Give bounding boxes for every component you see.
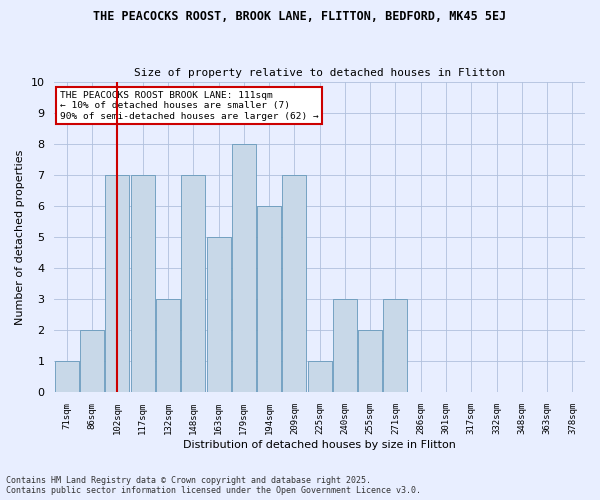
- Bar: [358, 330, 382, 392]
- Text: THE PEACOCKS ROOST, BROOK LANE, FLITTON, BEDFORD, MK45 5EJ: THE PEACOCKS ROOST, BROOK LANE, FLITTON,…: [94, 10, 506, 23]
- Bar: [232, 144, 256, 392]
- Bar: [333, 299, 357, 392]
- Y-axis label: Number of detached properties: Number of detached properties: [15, 150, 25, 324]
- Bar: [106, 175, 130, 392]
- Bar: [257, 206, 281, 392]
- Bar: [55, 362, 79, 392]
- Title: Size of property relative to detached houses in Flitton: Size of property relative to detached ho…: [134, 68, 505, 78]
- Bar: [80, 330, 104, 392]
- Bar: [131, 175, 155, 392]
- Bar: [308, 362, 332, 392]
- Bar: [181, 175, 205, 392]
- Text: THE PEACOCKS ROOST BROOK LANE: 111sqm
← 10% of detached houses are smaller (7)
9: THE PEACOCKS ROOST BROOK LANE: 111sqm ← …: [59, 91, 319, 120]
- Bar: [383, 299, 407, 392]
- X-axis label: Distribution of detached houses by size in Flitton: Distribution of detached houses by size …: [183, 440, 456, 450]
- Text: Contains HM Land Registry data © Crown copyright and database right 2025.
Contai: Contains HM Land Registry data © Crown c…: [6, 476, 421, 495]
- Bar: [283, 175, 307, 392]
- Bar: [206, 237, 230, 392]
- Bar: [156, 299, 180, 392]
